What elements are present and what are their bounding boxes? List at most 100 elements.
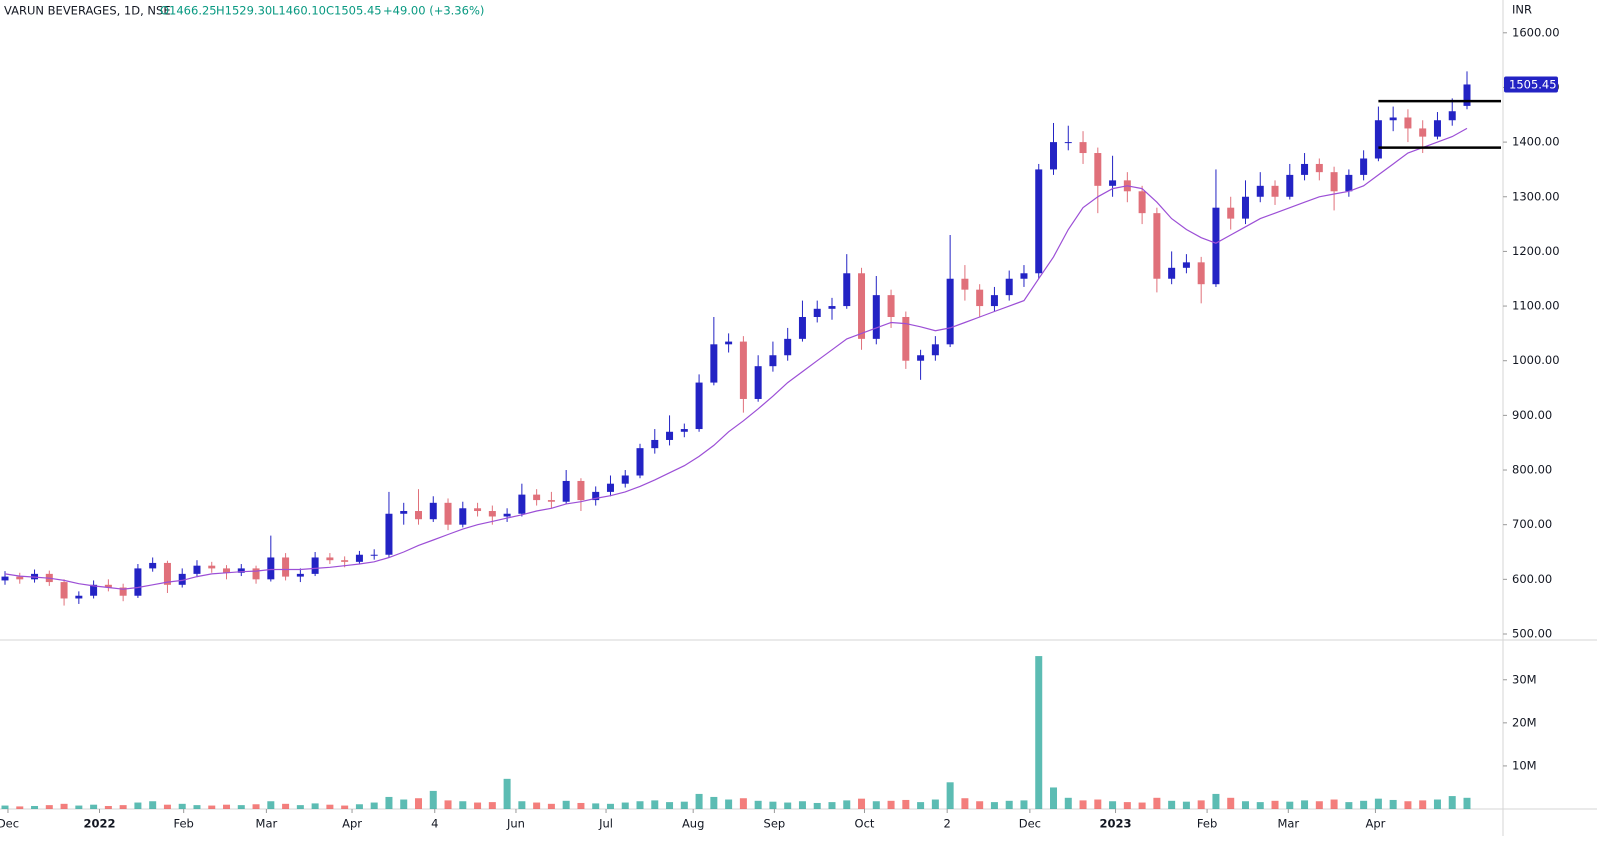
volume-bar xyxy=(1404,801,1412,809)
volume-bar xyxy=(858,798,866,809)
volume-bar xyxy=(429,790,437,809)
volume-bar xyxy=(946,782,954,809)
volume-bar xyxy=(1035,656,1043,809)
candle-body xyxy=(400,511,408,514)
candle-body xyxy=(75,595,83,599)
volume-bar xyxy=(208,805,216,809)
candle-body xyxy=(976,289,984,307)
candle-body xyxy=(429,502,437,520)
volume-bar xyxy=(976,801,984,809)
volume-bar xyxy=(1315,801,1323,809)
candle-body xyxy=(444,502,452,525)
volume-bar xyxy=(1064,797,1072,809)
volume-tick-label: 20M xyxy=(1512,715,1537,729)
y-tick-label: 500.00 xyxy=(1512,626,1552,640)
volume-bar xyxy=(400,799,408,809)
candle-body xyxy=(104,584,112,588)
candle-body xyxy=(1153,213,1161,279)
candle-body xyxy=(754,366,762,399)
candle-body xyxy=(710,344,718,383)
candle-body xyxy=(1109,180,1117,186)
candle-body xyxy=(1374,120,1382,159)
volume-bar xyxy=(1360,800,1368,809)
x-tick-label: Dec xyxy=(0,817,19,831)
candle-body xyxy=(606,483,614,492)
y-tick-label: 1300.00 xyxy=(1512,189,1560,203)
x-tick-label: Oct xyxy=(855,817,875,831)
candle-body xyxy=(296,573,304,577)
candle-body xyxy=(488,511,496,517)
candle-body xyxy=(1212,207,1220,285)
volume-bar xyxy=(1153,797,1161,809)
candle-body xyxy=(695,382,703,430)
candle-body xyxy=(636,448,644,476)
volume-bar xyxy=(1212,793,1220,809)
candle-body xyxy=(1020,273,1028,279)
volume-bar xyxy=(518,801,526,809)
volume-bar xyxy=(75,805,83,809)
unit-label: INR xyxy=(1512,3,1532,17)
volume-bar xyxy=(385,796,393,809)
volume-bar xyxy=(414,798,422,809)
candle-body xyxy=(798,316,806,339)
last-price-box xyxy=(1504,76,1558,93)
volume-bar xyxy=(902,799,910,809)
volume-bar xyxy=(931,799,939,809)
candle-body xyxy=(1404,117,1412,129)
candle-body xyxy=(1360,158,1368,175)
volume-bar xyxy=(1241,801,1249,809)
volume-bar xyxy=(651,800,659,809)
candle-body xyxy=(931,344,939,356)
volume-bar xyxy=(311,803,319,809)
candle-body xyxy=(784,338,792,356)
candle-body xyxy=(90,584,98,596)
volume-bar xyxy=(547,803,555,809)
candle-body xyxy=(1286,174,1294,197)
x-tick-label: 2022 xyxy=(84,817,116,831)
candle-body xyxy=(666,431,674,440)
candle-body xyxy=(1301,163,1309,175)
volume-bar xyxy=(1079,800,1087,809)
candle-body xyxy=(149,562,157,569)
volume-bar xyxy=(769,801,777,809)
candle-body xyxy=(341,560,349,562)
volume-bar xyxy=(1227,797,1235,809)
candle-body xyxy=(592,491,600,501)
volume-bar xyxy=(444,800,452,809)
volume-bar xyxy=(606,803,614,809)
volume-bar xyxy=(1374,798,1382,809)
candle-body xyxy=(621,475,629,484)
candle-body xyxy=(370,554,378,556)
candle-body xyxy=(503,513,511,517)
volume-bar xyxy=(798,801,806,809)
candle-body xyxy=(533,494,541,501)
candle-body xyxy=(193,565,201,574)
volume-bar xyxy=(1256,802,1264,809)
symbol-title: VARUN BEVERAGES, 1D, NSE xyxy=(4,4,171,18)
last-price-label: 1505.45 xyxy=(1509,77,1557,91)
volume-bar xyxy=(828,802,836,809)
x-tick-label: Mar xyxy=(256,817,278,831)
volume-bar xyxy=(1109,801,1117,809)
volume-bar xyxy=(1301,800,1309,809)
volume-bar xyxy=(193,805,201,809)
candle-body xyxy=(1079,142,1087,154)
volume-bar xyxy=(488,802,496,809)
volume-bar xyxy=(282,803,290,809)
candle-body xyxy=(1138,191,1146,214)
candle-body xyxy=(326,557,334,561)
candle-body xyxy=(813,308,821,317)
y-tick-label: 1400.00 xyxy=(1512,135,1560,149)
candle-body xyxy=(990,295,998,307)
candle-body xyxy=(1419,128,1427,137)
candle-body xyxy=(60,582,68,599)
candle-body xyxy=(547,500,555,502)
volume-bar xyxy=(1419,800,1427,809)
candle-body xyxy=(1315,163,1323,173)
volume-bar xyxy=(60,803,68,809)
volume-bar xyxy=(45,805,53,809)
candle-body xyxy=(961,278,969,290)
volume-bar xyxy=(459,801,467,809)
